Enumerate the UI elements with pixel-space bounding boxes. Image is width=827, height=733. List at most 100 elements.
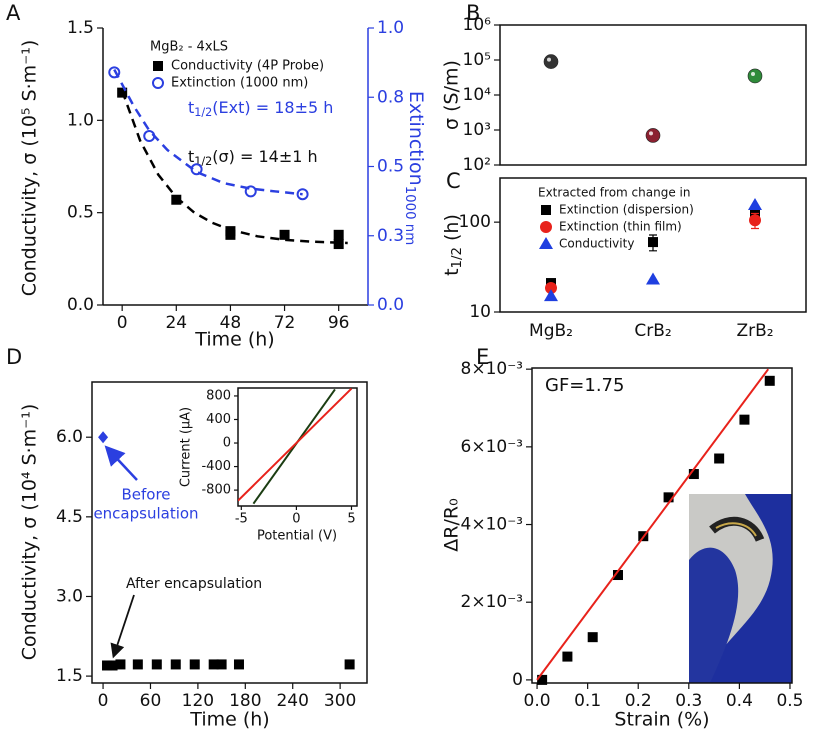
marker-highlight [649,131,653,136]
marker-square [562,651,573,662]
y-tick-label: -800 [201,483,231,498]
marker-sphere [747,68,763,84]
y-axis-label-part: t [441,268,463,275]
legend-title: MgB₂ - 4xLS [150,40,228,55]
y-tick-label: 0.0 [67,295,94,315]
y-axis-label: Conductivity, σ (10⁴ S·m⁻¹) [19,404,41,661]
legend-label: Conductivity (4P Probe) [171,59,324,74]
x-tick-label: 60 [140,691,162,711]
plot-frame [237,387,358,507]
y-axis-label: t1/2 (h) [441,214,466,276]
marker-square [225,229,236,240]
marker-square [688,469,699,480]
marker-triangle [646,272,660,285]
marker-square [107,660,118,671]
marker-square [537,674,548,685]
x-tick-label: 0 [292,512,300,527]
y-tick-label: 0 [223,436,231,451]
y-tick-label: 4.5 [56,507,83,527]
x-tick-label: 0.5 [776,691,803,711]
line [113,68,303,196]
x-tick-label: CrB₂ [634,321,671,341]
marker-square [153,61,163,71]
panel-letter: B [466,1,480,25]
marker-square [170,659,181,670]
x-tick-label: 0.3 [675,691,702,711]
x-axis-label: Potential (V) [257,529,337,544]
panel-letter: A [6,1,21,25]
marker-triangle [544,289,558,302]
marker-sphere [645,128,661,143]
marker-square [189,659,200,670]
marker-square [333,229,344,240]
y-tick-label: 0.5 [67,203,94,223]
y-tick-label: 3.0 [56,586,83,606]
x-tick-label: 72 [274,313,296,333]
y2-tick-label: 0.5 [377,157,404,177]
x-tick-label: 0 [117,313,128,333]
marker-square [115,659,126,670]
line [536,368,770,681]
annotation: encapsulation [93,505,198,523]
panel-letter: C [446,169,461,193]
y2-tick-label: 0.3 [377,226,404,246]
y-tick-label: 8×10⁻³ [461,359,523,379]
y-tick-label: 10³ [463,120,491,140]
marker-triangle [539,237,553,249]
y-axis-label-part: 1/2 [450,247,465,268]
annotation-part: 1/2 [194,106,212,119]
x-tick-label: 48 [220,313,242,333]
x-tick-label: 300 [324,691,356,711]
plot-frame [91,381,368,684]
y-axis-label-part: (h) [441,214,463,247]
marker-square [739,414,750,425]
y-tick-label: 4×10⁻³ [461,515,523,535]
annotation-part: t [188,98,194,117]
annotation-arrow [110,594,135,659]
marker-sphere [543,54,559,69]
marker-circle [152,77,164,89]
legend-label: Extinction (thin film) [559,220,682,234]
marker-square [208,659,219,670]
x-tick-label: 24 [165,313,187,333]
y2-tick-label: 0.0 [377,295,404,315]
marker-circle [749,214,761,227]
legend-label: Extinction (1000 nm) [171,76,308,91]
annotation-part: t [188,147,194,166]
x-tick-label: -5 [235,512,248,527]
marker-circle [545,281,557,294]
annotation: Before [121,486,170,504]
photo-glove [700,494,792,683]
x-tick-label: 0.1 [574,691,601,711]
marker-highlight [547,57,551,62]
y-tick-label: -400 [201,459,231,474]
x-tick-label: 120 [182,691,214,711]
x-axis-label: Time (h) [189,709,269,731]
y-tick-label: 10⁵ [463,50,491,70]
inset-photo [689,494,792,683]
y-axis-label: Current (μA) [179,407,194,487]
y-tick-label: 10⁶ [463,15,492,35]
x-axis-label: Strain (%) [614,709,709,731]
y-axis-label: σ (S/m) [441,60,463,130]
panel-letter: E [476,345,489,369]
y-tick-label: 1.5 [56,666,83,686]
y-tick-label: 1.0 [67,110,94,130]
annotation-part: (Ext) = 18±5 h [212,98,333,117]
marker-square [233,659,244,670]
y-tick-label: 10² [463,155,491,175]
y2-axis-label-part: 1000 nm [402,186,417,245]
marker-square [541,205,551,215]
photo-electrode [715,522,757,537]
photo-glove [689,547,739,683]
x-tick-label: 0.0 [524,691,551,711]
x-tick-label: 0.4 [726,691,753,711]
legend-title: Extracted from change in [538,186,690,200]
x-tick-label: ZrB₂ [736,321,773,341]
x-tick-label: 0.2 [625,691,652,711]
legend-label: Extinction (dispersion) [559,203,694,217]
marker-square [132,659,143,670]
y-tick-label: 2×10⁻³ [461,592,523,612]
marker-circle [540,221,552,233]
